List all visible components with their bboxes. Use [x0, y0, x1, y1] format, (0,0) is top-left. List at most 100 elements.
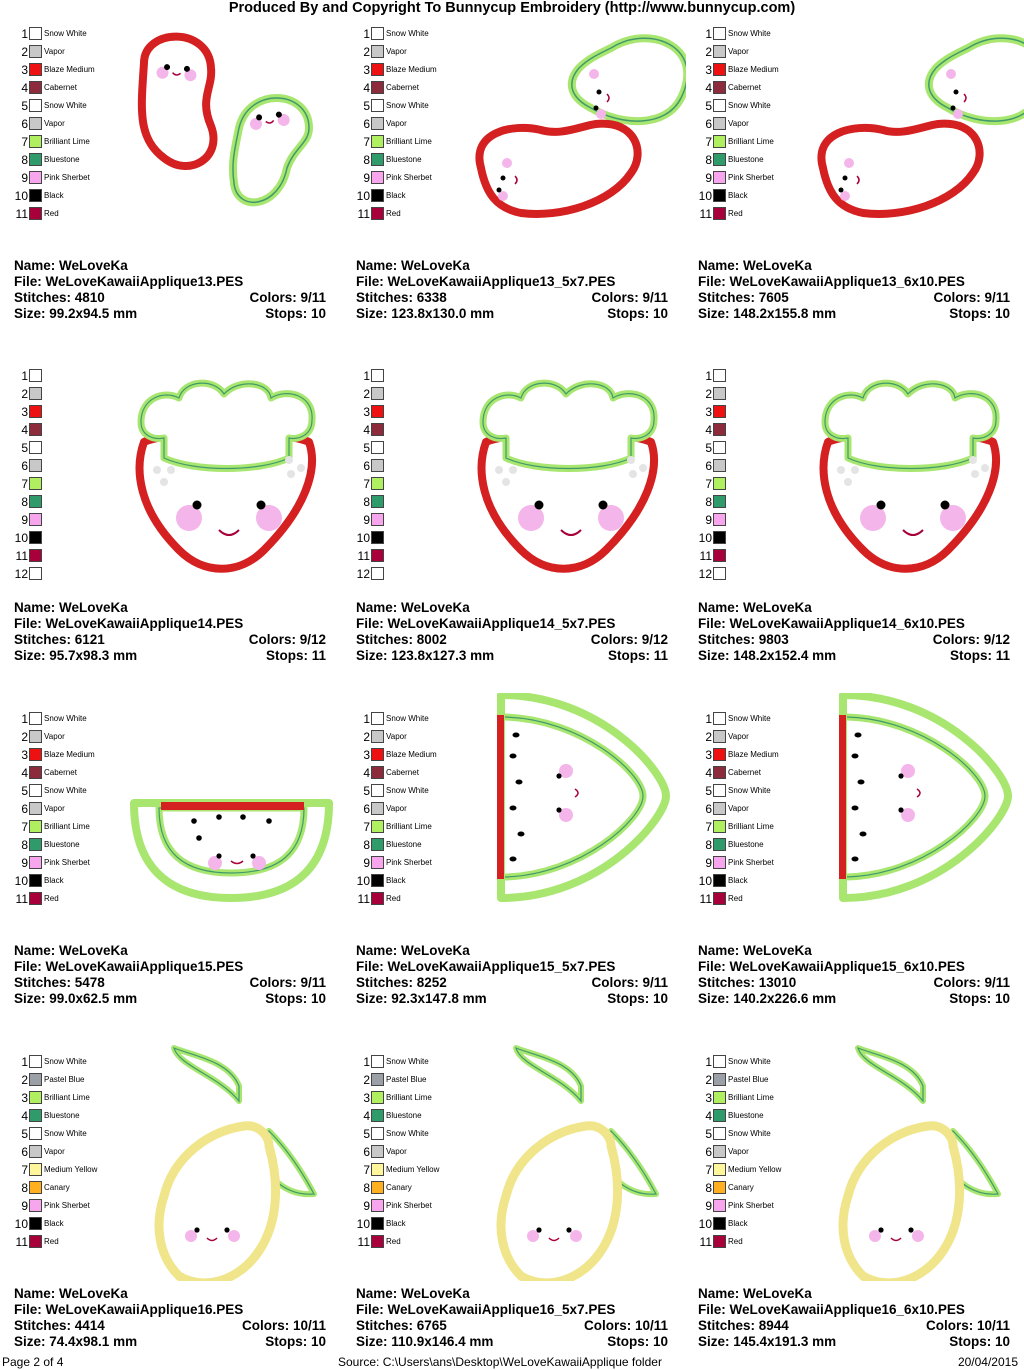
size-row: Size: 92.3x147.8 mm Stops: 10 [356, 991, 668, 1007]
legend-row: 3 Blaze Medium [356, 62, 476, 80]
thread-name: Snow White [728, 101, 771, 110]
color-swatch [371, 856, 384, 869]
color-swatch [29, 45, 42, 58]
legend-row: 7 Brilliant Lime [356, 819, 476, 837]
color-step-number: 1 [705, 369, 712, 383]
color-step-number: 8 [705, 495, 712, 509]
thread-name: Black [44, 1219, 64, 1228]
design-size: Size: 140.2x226.6 mm [698, 991, 837, 1006]
color-step-number: 10 [14, 189, 28, 203]
color-swatch [29, 820, 42, 833]
color-step-number: 8 [363, 495, 370, 509]
print-date: 20/04/2015 [957, 1355, 1018, 1369]
legend-row: 11 Red [14, 1234, 134, 1252]
thread-name: Snow White [44, 714, 87, 723]
thread-name: Pastel Blue [44, 1075, 85, 1084]
color-count: Colors: 9/11 [933, 975, 1010, 990]
cheek-left [869, 1230, 881, 1242]
color-step-number: 9 [705, 513, 712, 527]
eye-left [192, 500, 202, 510]
stitches-row: Stitches: 8252 Colors: 9/11 [356, 975, 668, 991]
design-card: 1 Snow White 2 Pastel Blue 3 Brilliant Lime 4 B… [698, 1028, 1024, 1368]
thread-name: Cabernet [728, 768, 761, 777]
color-swatch [713, 784, 726, 797]
legend-row: 11 Red [356, 1234, 476, 1252]
design-info: Name: WeLoveKa File: WeLoveKawaiiApplique… [356, 1286, 668, 1350]
thread-name: Bluestone [44, 155, 80, 164]
color-swatch [371, 766, 384, 779]
color-swatch [713, 802, 726, 815]
stitches-row: Stitches: 8944 Colors: 10/11 [698, 1318, 1010, 1334]
legend-row: 7 Medium Yellow [356, 1162, 476, 1180]
thread-name: Vapor [386, 804, 407, 813]
legend-row: 11 Red [14, 891, 134, 909]
stop-count: Stops: 11 [607, 648, 668, 663]
legend-row: 7 Brilliant Lime [698, 819, 818, 837]
thread-name: Bluestone [44, 1111, 80, 1120]
legend-row: 2 [698, 386, 818, 404]
color-step-number: 6 [705, 459, 712, 473]
legend-row: 10 [14, 530, 134, 548]
color-swatch [713, 838, 726, 851]
color-step-number: 5 [705, 784, 712, 798]
red-bean-outline [817, 119, 984, 218]
color-swatch [371, 1055, 384, 1068]
color-swatch [371, 730, 384, 743]
design-file: File: WeLoveKawaiiApplique15.PES [14, 959, 244, 974]
legend-row: 4 Cabernet [14, 80, 134, 98]
color-swatch [29, 1163, 42, 1176]
thread-name: Brilliant Lime [386, 822, 432, 831]
color-step-number: 10 [356, 874, 370, 888]
color-swatch [713, 1073, 726, 1086]
legend-row: 11 [698, 548, 818, 566]
color-step-number: 5 [705, 441, 712, 455]
legend-row: 9 Pink Sherbet [356, 855, 476, 873]
design-file: File: WeLoveKawaiiApplique14_6x10.PES [698, 616, 965, 631]
color-step-number: 10 [698, 531, 712, 545]
legend-row: 8 Bluestone [698, 152, 818, 170]
stop-count: Stops: 10 [607, 991, 668, 1006]
color-step-number: 8 [705, 838, 712, 852]
color-step-number: 3 [363, 405, 370, 419]
color-step-number: 9 [21, 1199, 28, 1213]
thread-name: Medium Yellow [44, 1165, 98, 1174]
cheek-right [559, 808, 573, 822]
color-swatch [29, 441, 42, 454]
design-card: 1 Snow White 2 Vapor 3 Blaze Medium 4 Cabernet 5… [356, 685, 686, 1025]
legend-row: 10 [356, 530, 476, 548]
color-swatch [371, 513, 384, 526]
color-step-number: 7 [363, 477, 370, 491]
watermelon-rind-outline [130, 799, 333, 902]
color-swatch [29, 477, 42, 490]
stitches-row: Stitches: 4414 Colors: 10/11 [14, 1318, 326, 1334]
color-step-number: 5 [21, 441, 28, 455]
color-step-number: 3 [705, 748, 712, 762]
thread-name: Blaze Medium [728, 750, 779, 759]
color-swatch [371, 1127, 384, 1140]
color-swatch [29, 1181, 42, 1194]
legend-row: 4 Bluestone [14, 1108, 134, 1126]
color-swatch [371, 802, 384, 815]
color-step-number: 7 [21, 135, 28, 149]
color-swatch [713, 189, 726, 202]
legend-row: 7 Brilliant Lime [698, 134, 818, 152]
bean-design-preview [475, 34, 686, 218]
cheek-right [252, 856, 266, 870]
legend-row: 8 Bluestone [356, 152, 476, 170]
color-step-number: 2 [705, 1073, 712, 1087]
cheek-left [249, 117, 262, 130]
stitch-count: Stitches: 8002 [356, 632, 447, 647]
color-swatch [713, 27, 726, 40]
color-swatch [29, 730, 42, 743]
stitch-count: Stitches: 5478 [14, 975, 105, 990]
design-file: File: WeLoveKawaiiApplique13_5x7.PES [356, 274, 616, 289]
color-swatch [29, 766, 42, 779]
color-swatch [713, 495, 726, 508]
color-step-number: 4 [705, 423, 712, 437]
legend-row: 5 [14, 440, 134, 458]
color-swatch [29, 495, 42, 508]
design-name: Name: WeLoveKa [14, 1286, 128, 1301]
color-step-number: 3 [705, 63, 712, 77]
legend-row: 3 [698, 404, 818, 422]
color-swatch [29, 712, 42, 725]
